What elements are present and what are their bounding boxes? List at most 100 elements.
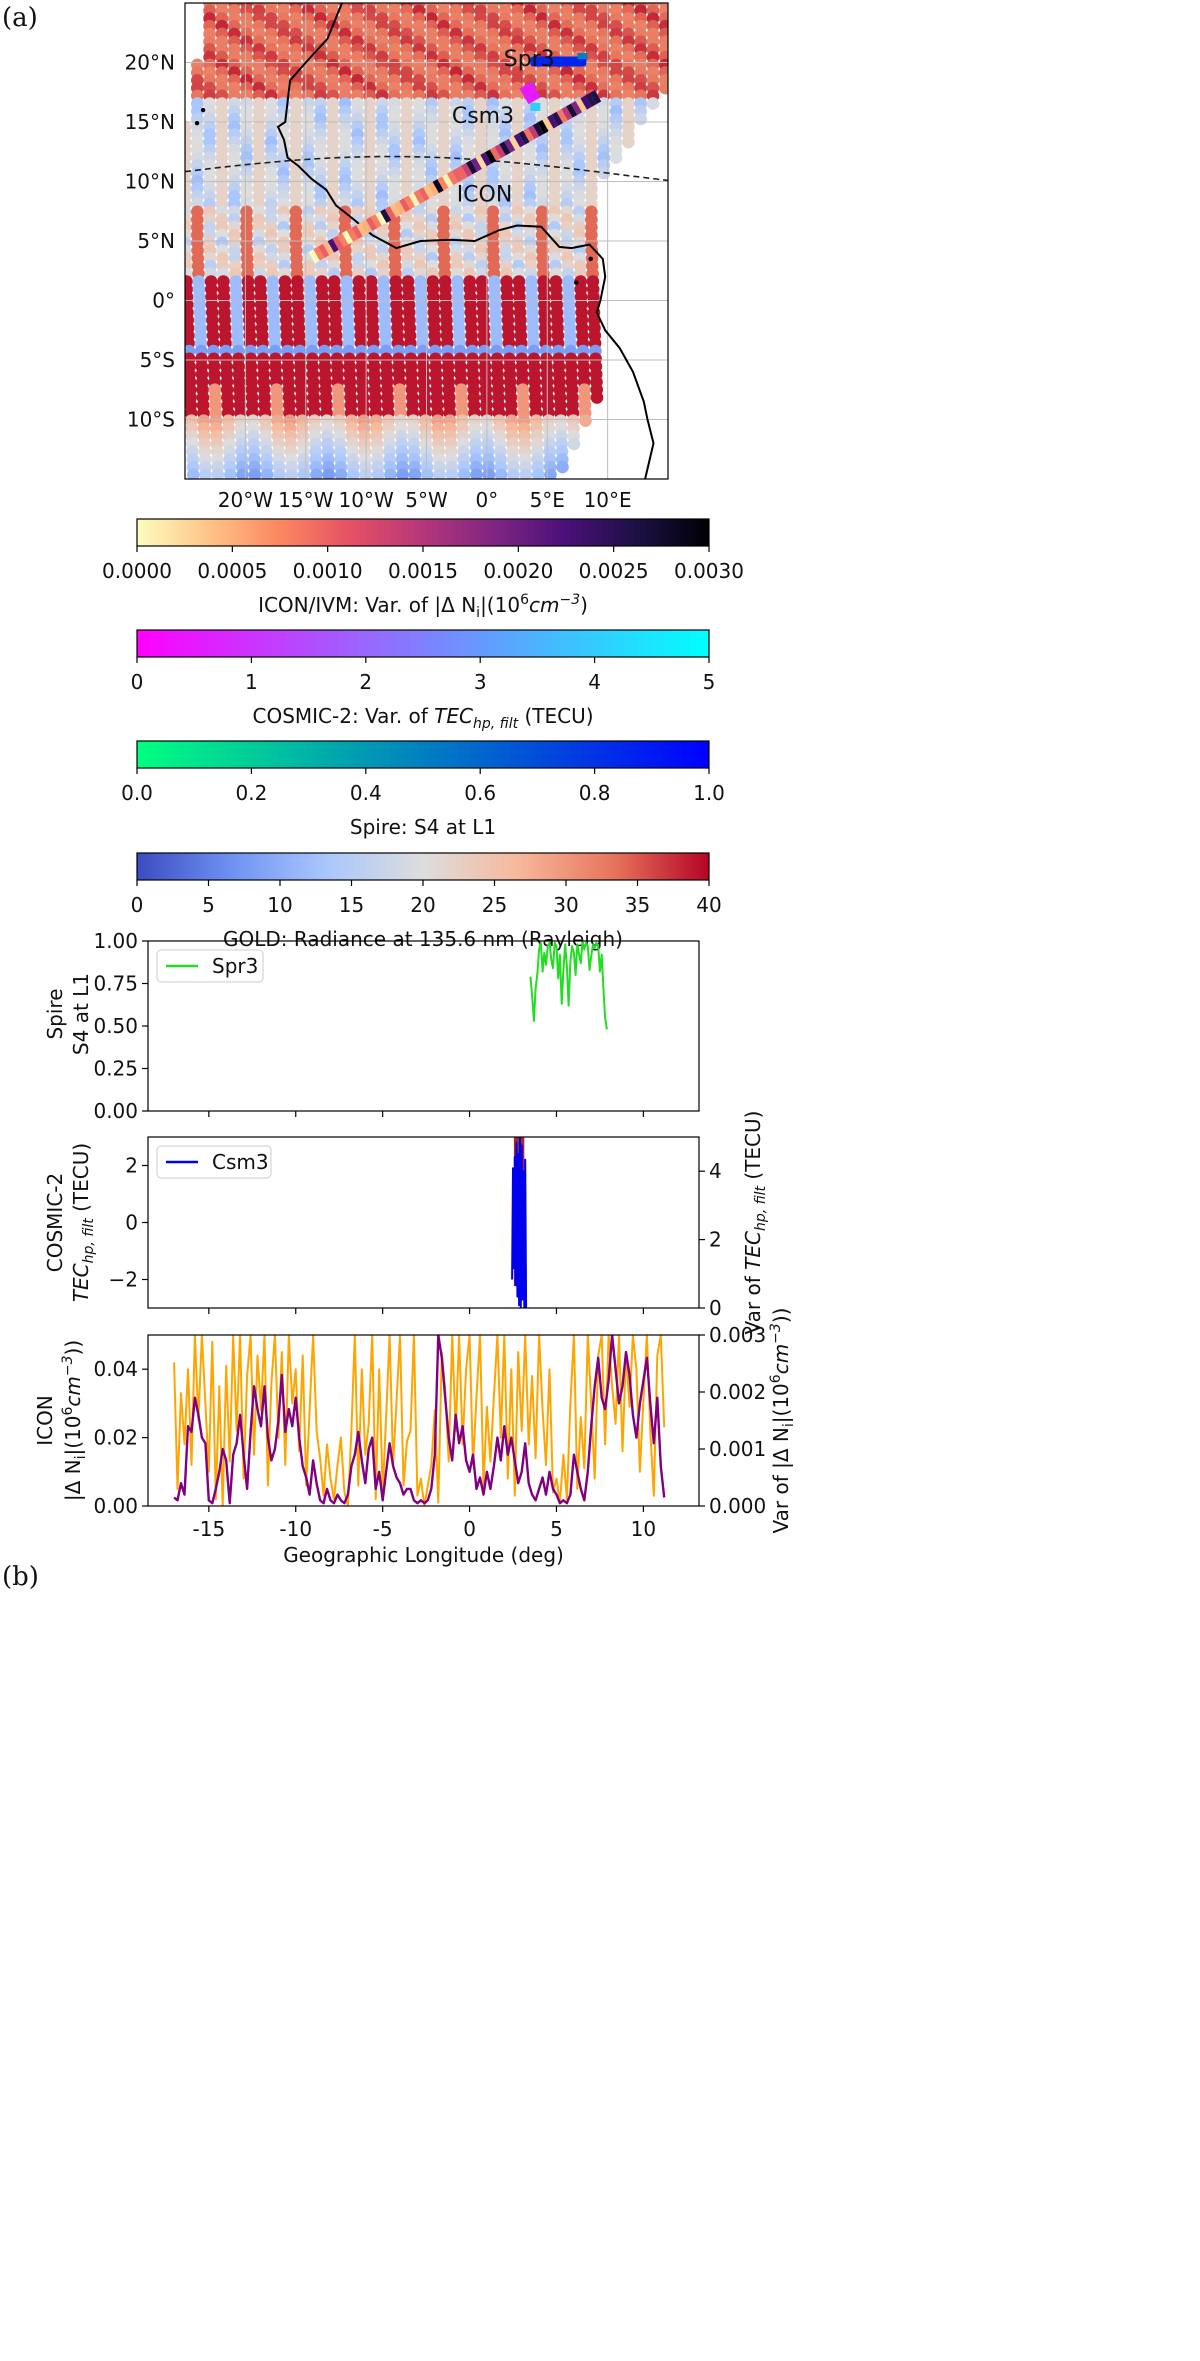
y2-tick-label: 0.001 (709, 1437, 766, 1461)
colorbar-tick-label: 5 (703, 670, 716, 694)
lat-tick-label: 0° (152, 289, 175, 313)
legend-label: Spr3 (212, 954, 258, 978)
island (588, 256, 593, 262)
colorbar-tick-label: 0.0025 (579, 559, 649, 583)
colorbar-tick-label: 0.4 (350, 781, 382, 805)
icon-plot-area (173, 1335, 666, 1506)
colorbar-label: ICON/IVM: Var. of |Δ Ni|(106cm−3) (258, 592, 588, 621)
colorbar-tick-label: 0.6 (464, 781, 496, 805)
y2-tick-label: 4 (709, 1159, 722, 1183)
gold-radiance-dots (185, 3, 668, 479)
spire-s4-line (529, 941, 608, 1030)
colorbar-tick-label: 5 (202, 893, 215, 917)
colorbar-tick-label: 10 (267, 893, 292, 917)
island (200, 107, 206, 113)
x-tick-label: -5 (373, 1517, 393, 1541)
y-axis-label: ICON (33, 1395, 57, 1446)
colorbar-tick-label: 1 (245, 670, 258, 694)
colorbar-tick-label: 2 (359, 670, 372, 694)
x-tick-label: -10 (279, 1517, 312, 1541)
colorbar-3 (136, 740, 710, 769)
cosmic-tec-line (511, 1137, 528, 1308)
y2-tick-label: 0.003 (709, 1323, 766, 1347)
line-plots: 0.00 0.25 0.50 0.75 1.00 Spire S4 at L1 Spr3 −2 0… (33, 929, 797, 1567)
legend-box (156, 1145, 272, 1179)
legend-box (156, 949, 264, 983)
icon-variance-line (173, 1335, 666, 1505)
island (194, 120, 200, 126)
colorbar-tick-label: 0 (131, 893, 144, 917)
lat-tick-label: 20°N (125, 51, 175, 75)
spire-patch (577, 52, 588, 59)
map-frame (184, 2, 669, 480)
y-tick-label: 0.04 (93, 1357, 138, 1381)
legend: Csm3 (156, 1145, 272, 1179)
lon-tick-label: 15°W (278, 488, 333, 512)
icon-track (308, 90, 602, 264)
colorbar-4 (136, 852, 710, 881)
label-icon: ICON (457, 183, 513, 208)
x-tick-label: 5 (550, 1517, 563, 1541)
lat-tick-label: 10°N (125, 170, 175, 194)
y-tick-label: 0.02 (93, 1426, 138, 1450)
lon-tick-label: 5°W (405, 488, 448, 512)
y-tick-label: 0.50 (93, 1014, 138, 1038)
legend-label: Csm3 (212, 1150, 269, 1174)
colorbar-tick-label: 25 (482, 893, 507, 917)
legend: Spr3 (156, 949, 264, 983)
colorbar-tick-label: 0.0020 (483, 559, 553, 583)
colorbar-tick-label: 0.0030 (674, 559, 744, 583)
colorbar-group: 0.0000 0.0005 0.0010 0.0015 0.0020 0.0025 0.00… (102, 518, 744, 951)
spire-patch (530, 56, 587, 67)
colorbar-tick-label: 35 (625, 893, 650, 917)
cosmic-patch (519, 81, 541, 105)
y-axis-label: Spire (43, 988, 67, 1039)
lon-tick-label: 10°E (584, 488, 632, 512)
lat-tick-label: 5°N (137, 229, 175, 253)
colorbar-tick-label: 0.2 (235, 781, 267, 805)
lon-tick-label: 0° (476, 488, 499, 512)
y-axis-label: COSMIC-2 (43, 1173, 67, 1272)
y-axis-label: TEChp, filt (TECU) (69, 1143, 97, 1302)
colorbar-tick-label: 20 (410, 893, 435, 917)
map-area: Spr3 Csm3 ICON (185, 3, 668, 479)
colorbar-tick-label: 15 (339, 893, 364, 917)
y-tick-label: 0.00 (93, 1099, 138, 1123)
cosmic-patch (530, 102, 541, 111)
colorbar-tick-label: 30 (553, 893, 578, 917)
colorbar-label: COSMIC-2: Var. of TEChp, filt (TECU) (252, 704, 593, 732)
colorbar-tick-label: 0.0015 (388, 559, 458, 583)
colorbar-tick-label: 0.0010 (293, 559, 363, 583)
y2-tick-label: 0.000 (709, 1494, 766, 1518)
y-tick-label: 0.25 (93, 1057, 138, 1081)
lon-tick-label: 20°W (218, 488, 273, 512)
y-tick-label: 0 (125, 1211, 138, 1235)
y-tick-label: 0.00 (93, 1494, 138, 1518)
colorbar-tick-label: 0.0 (121, 781, 153, 805)
label-spr3: Spr3 (504, 47, 555, 72)
colorbar-tick-label: 0.0005 (197, 559, 267, 583)
x-tick-label: 10 (631, 1517, 656, 1541)
lat-tick-label: 10°S (127, 408, 175, 432)
colorbar-tick-label: 3 (474, 670, 487, 694)
lon-tick-label: 5°E (530, 488, 565, 512)
y2-tick-label: 0 (709, 1296, 722, 1320)
label-csm3: Csm3 (452, 104, 514, 129)
y2-tick-label: 2 (709, 1228, 722, 1252)
y-tick-label: 0.75 (93, 972, 138, 996)
y2-axis-label: Var of TEChp, filt (TECU) (741, 1111, 769, 1335)
gold-map: Spr3 Csm3 ICON 20°N 15°N 10°N 5°N 0° 5°S 10°S 20°W… (125, 2, 669, 512)
cosmic-plot-area (511, 1137, 528, 1308)
x-tick-label: 0 (463, 1517, 476, 1541)
lat-tick-label: 15°N (125, 110, 175, 134)
y2-tick-label: 0.002 (709, 1380, 766, 1404)
y-tick-label: 2 (125, 1154, 138, 1178)
colorbar-tick-label: 1.0 (693, 781, 725, 805)
x-axis-label: Geographic Longitude (deg) (283, 1543, 564, 1567)
colorbar-tick-label: 40 (696, 893, 721, 917)
y-axis-label: |Δ Ni|(106cm−3)) (60, 1340, 89, 1501)
colorbar-tick-label: 4 (588, 670, 601, 694)
colorbar-tick-label: 0 (131, 670, 144, 694)
y-tick-label: 1.00 (93, 929, 138, 953)
